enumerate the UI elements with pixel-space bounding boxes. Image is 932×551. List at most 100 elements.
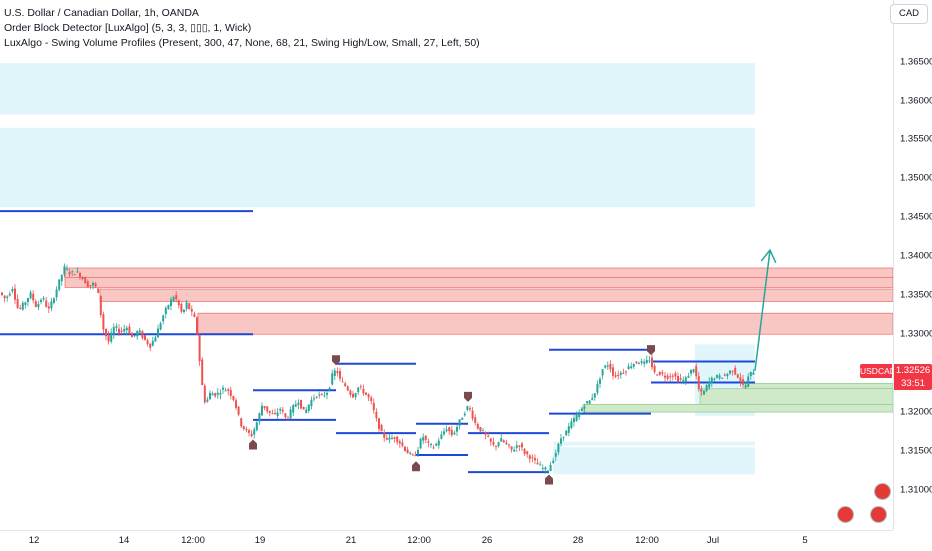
candle-body xyxy=(229,389,232,397)
volume-profile-zone xyxy=(553,447,755,475)
candle-body xyxy=(599,378,601,384)
candle-body xyxy=(588,400,591,404)
candle-body xyxy=(16,298,19,308)
candle-body xyxy=(604,365,607,368)
candle-body xyxy=(518,445,521,447)
candle-body xyxy=(300,399,302,409)
candle-body xyxy=(609,363,612,370)
candle-body xyxy=(94,283,97,287)
candle-body xyxy=(593,393,596,398)
candle-body xyxy=(630,366,633,369)
candle-body xyxy=(323,395,326,397)
candle-body xyxy=(723,374,726,376)
economic-event-flag-icon[interactable] xyxy=(837,506,854,523)
price-tick-label: 1.31000 xyxy=(900,484,932,496)
candle-body xyxy=(700,389,703,392)
candle-body xyxy=(716,375,718,378)
candle-body xyxy=(463,413,466,416)
time-tick-label: 12 xyxy=(28,535,40,546)
candle-body xyxy=(201,359,204,386)
candle-body xyxy=(734,367,737,375)
candle-body xyxy=(227,389,230,391)
candle-body xyxy=(6,296,9,298)
candle-body xyxy=(159,323,162,330)
candle-body xyxy=(531,456,534,458)
candle-body xyxy=(357,387,360,393)
zones xyxy=(0,63,893,475)
candle-body xyxy=(752,372,755,375)
candle-body xyxy=(294,404,297,407)
candle-body xyxy=(713,378,716,380)
candle-body xyxy=(172,297,175,302)
candles xyxy=(1,263,755,474)
currency-selector[interactable]: CAD xyxy=(890,4,928,24)
bar-countdown: 33:51 xyxy=(901,378,925,389)
candle-body xyxy=(695,366,698,377)
projection-arrow xyxy=(754,248,777,371)
candle-body xyxy=(679,378,682,380)
price-tick-label: 1.35000 xyxy=(900,172,932,184)
candle-body xyxy=(24,302,27,305)
candle-body xyxy=(692,369,695,373)
candle-body xyxy=(544,467,547,470)
candle-body xyxy=(749,371,752,376)
swing-low-marker xyxy=(545,474,553,485)
candle-body xyxy=(27,298,29,303)
chart-area[interactable]: U.S. Dollar / Canadian Dollar, 1h, OANDA… xyxy=(0,0,893,530)
candle-body xyxy=(523,449,526,455)
candle-body xyxy=(539,464,542,466)
candle-body xyxy=(411,454,414,456)
candle-body xyxy=(107,335,110,342)
candle-body xyxy=(110,332,113,342)
legend-symbol[interactable]: U.S. Dollar / Canadian Dollar, 1h, OANDA xyxy=(4,7,199,19)
candle-body xyxy=(53,298,55,303)
candle-body xyxy=(352,393,354,398)
candle-body xyxy=(50,301,53,309)
candle-body xyxy=(687,376,690,378)
candle-body xyxy=(703,390,705,395)
candle-body xyxy=(341,381,344,383)
candle-body xyxy=(614,375,617,377)
candle-body xyxy=(222,387,224,390)
candle-body xyxy=(1,292,3,296)
candle-body xyxy=(328,387,331,391)
candle-body xyxy=(47,306,50,309)
candle-body xyxy=(11,289,14,292)
candle-body xyxy=(664,375,666,378)
candle-body xyxy=(268,410,271,413)
time-tick-label: 19 xyxy=(254,535,266,546)
candle-body xyxy=(404,446,406,451)
candle-body xyxy=(661,372,664,374)
candle-body xyxy=(29,292,32,299)
candle-body xyxy=(671,375,674,377)
legend-volume-profile-indicator[interactable]: LuxAlgo - Swing Volume Profiles (Present… xyxy=(4,37,480,49)
candle-body xyxy=(739,377,742,382)
price-chart[interactable] xyxy=(0,0,893,530)
swing-lines xyxy=(0,210,755,474)
candle-body xyxy=(586,401,588,403)
candle-body xyxy=(458,419,461,426)
candle-body xyxy=(450,429,453,436)
candle-body xyxy=(151,340,154,346)
candle-body xyxy=(253,429,256,435)
candle-body xyxy=(528,455,531,460)
economic-event-flag-icon[interactable] xyxy=(870,506,887,523)
time-tick-label: 14 xyxy=(118,535,130,546)
price-tick-label: 1.36500 xyxy=(900,56,932,68)
candle-body xyxy=(190,308,193,312)
candle-body xyxy=(367,394,370,398)
candle-body xyxy=(102,314,105,330)
symbol-label: USDCAD xyxy=(860,364,896,378)
economic-event-flag-icon[interactable] xyxy=(874,483,891,500)
candle-body xyxy=(203,385,206,403)
legend-order-block-indicator[interactable]: Order Block Detector [LuxAlgo] (5, 3, 3,… xyxy=(4,22,252,34)
candle-body xyxy=(183,309,185,312)
candle-body xyxy=(68,272,71,275)
candle-body xyxy=(505,442,508,445)
price-axis[interactable]: 1.36500 1.36000 1.35500 1.35000 1.34500 1.340… xyxy=(893,0,932,530)
time-axis[interactable]: 12 14 12:00 19 21 12:00 26 28 12:00 Jul 5 xyxy=(0,530,893,551)
time-tick-label: Jul xyxy=(706,535,720,546)
candle-body xyxy=(320,394,323,396)
candle-body xyxy=(40,299,42,302)
candle-body xyxy=(567,426,570,433)
